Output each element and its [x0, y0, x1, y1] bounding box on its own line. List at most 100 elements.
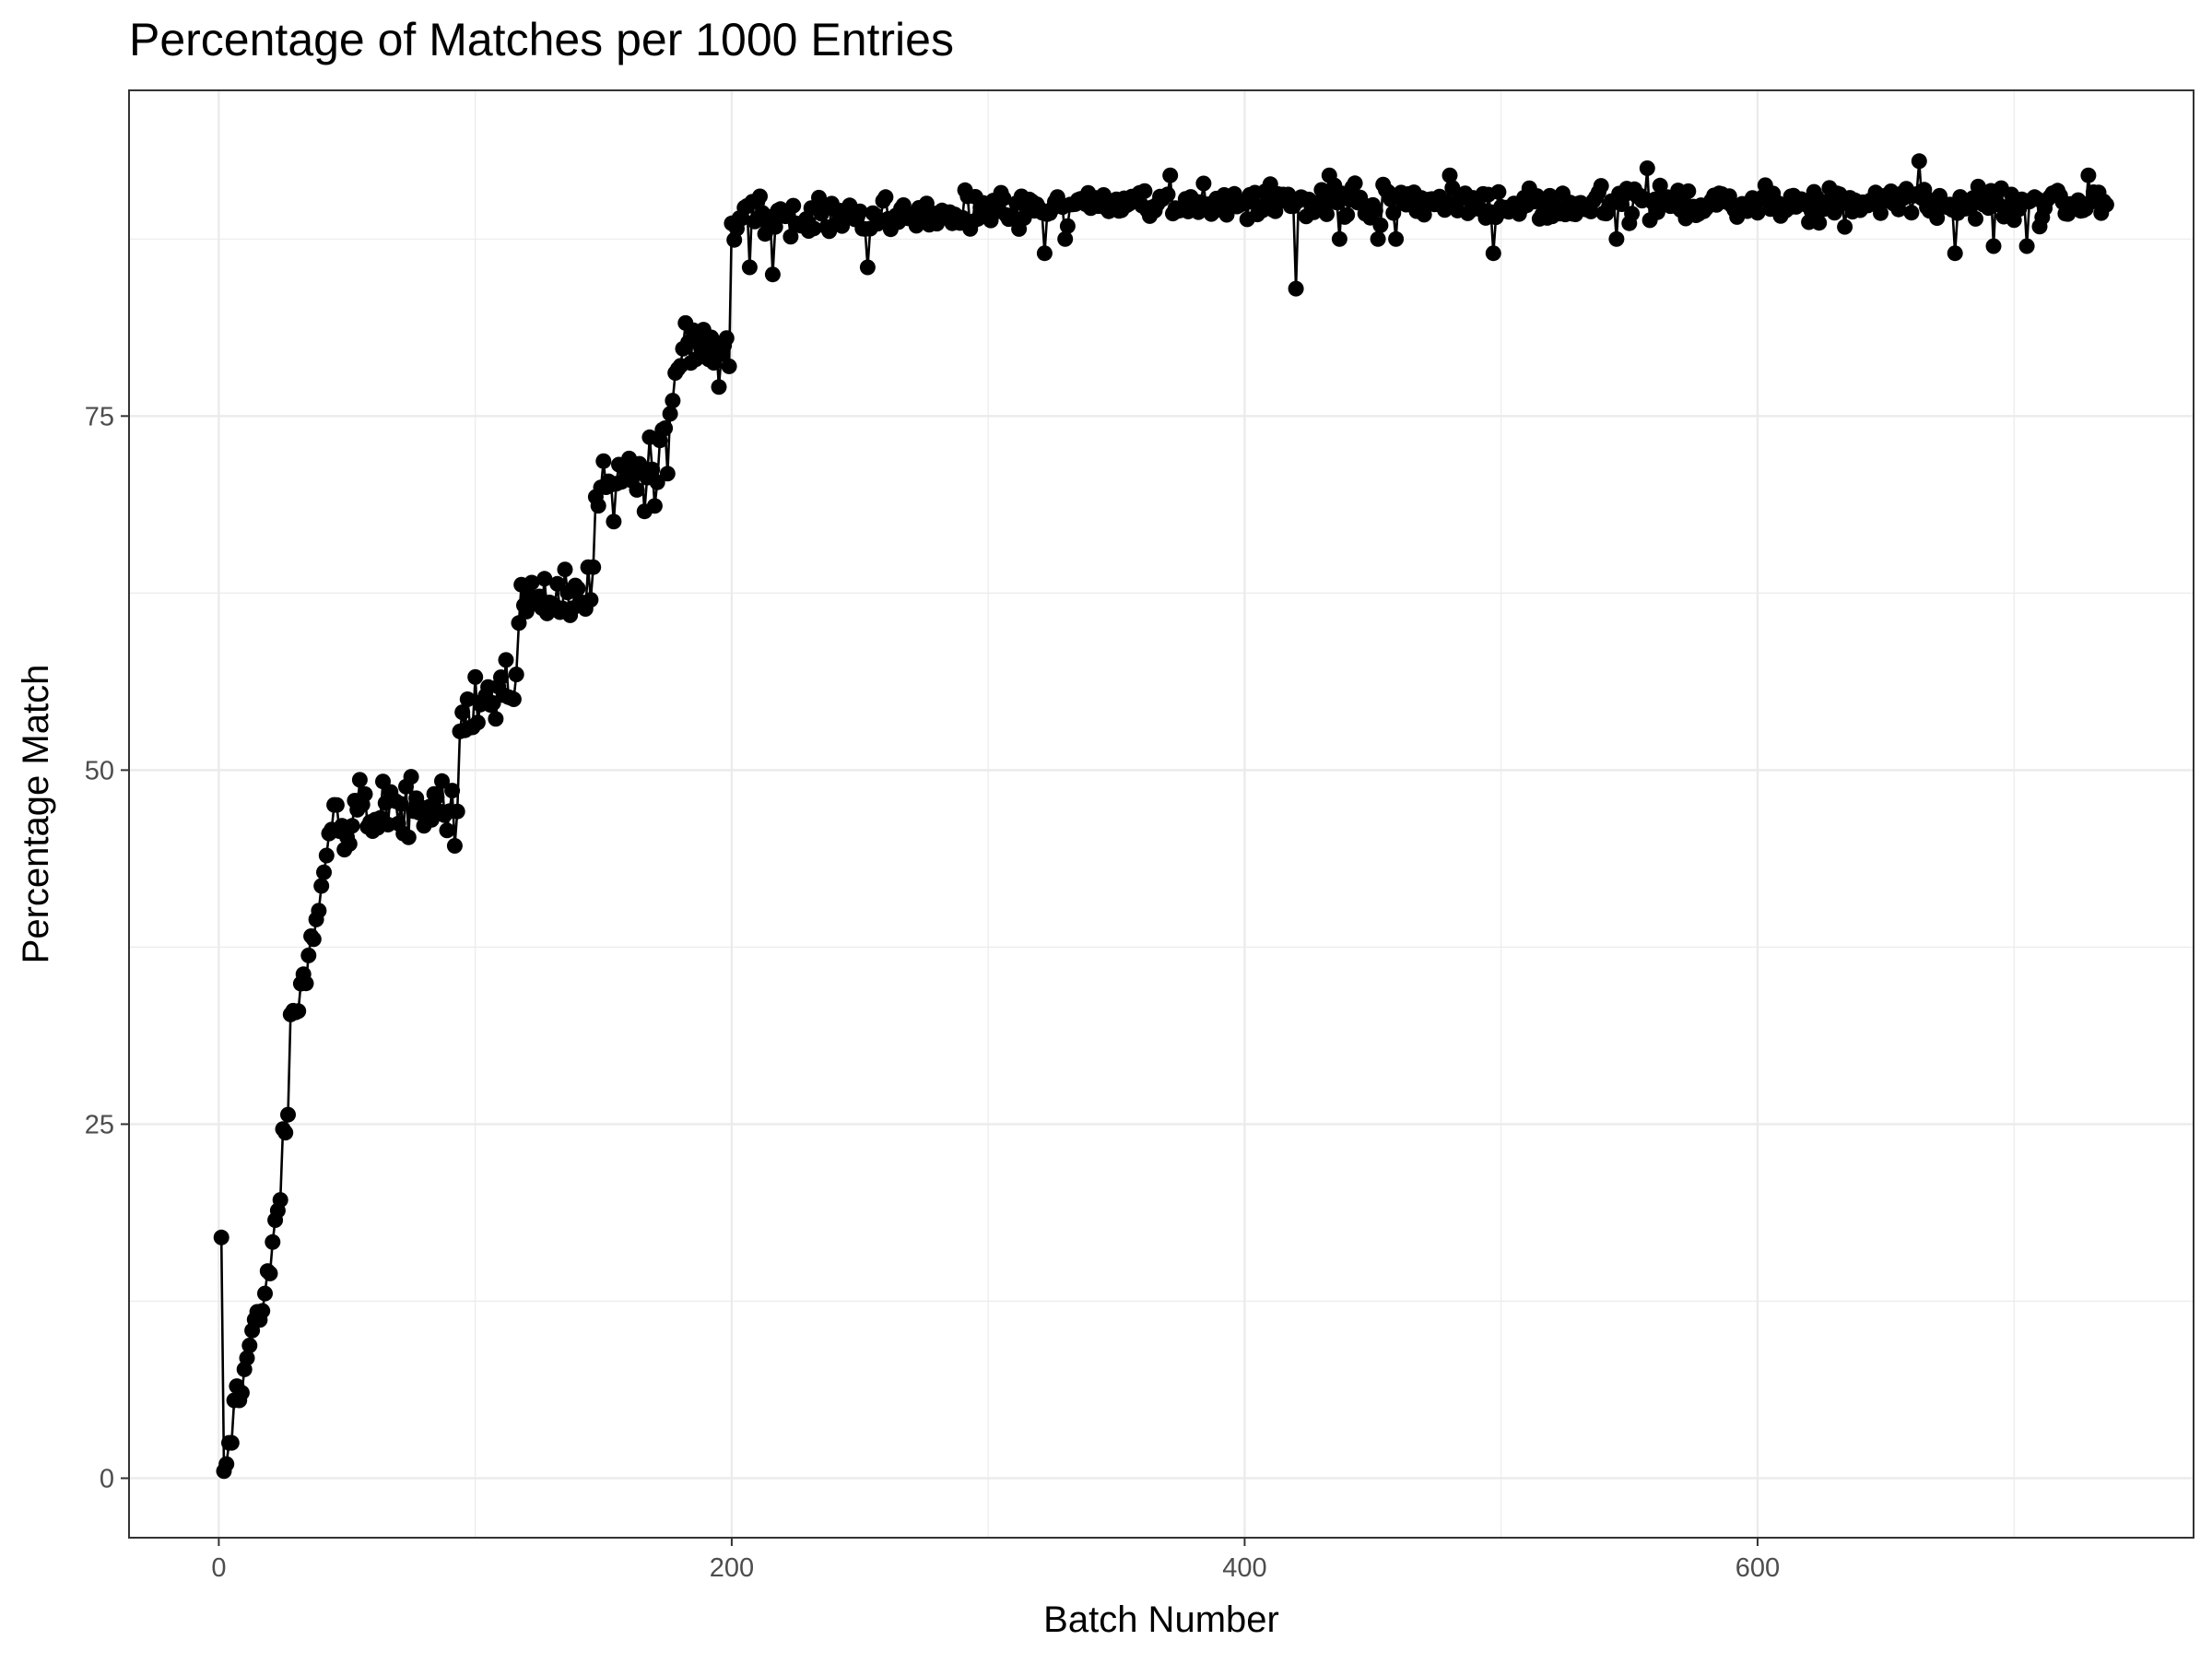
data-point — [1416, 207, 1432, 223]
data-point — [1639, 160, 1655, 176]
data-point — [1593, 178, 1609, 195]
data-point — [1057, 230, 1074, 247]
data-point — [1372, 217, 1389, 233]
data-point — [254, 1303, 271, 1319]
data-point — [439, 822, 455, 839]
data-point — [300, 947, 317, 963]
data-point — [508, 667, 524, 683]
data-point — [280, 1106, 296, 1123]
data-point — [311, 903, 327, 919]
data-point — [316, 864, 332, 880]
data-point — [233, 1385, 250, 1401]
data-point — [1095, 187, 1112, 203]
data-point — [767, 218, 783, 235]
data-point — [570, 580, 586, 596]
data-point — [536, 571, 553, 587]
data-point — [590, 498, 606, 514]
data-point — [305, 931, 322, 948]
data-point — [877, 189, 894, 206]
data-point — [2080, 167, 2097, 183]
data-point — [505, 691, 522, 707]
y-axis-title: Percentage Match — [16, 665, 56, 964]
x-tick-label: 200 — [710, 1553, 754, 1583]
data-point — [1347, 175, 1363, 192]
data-point — [498, 652, 514, 668]
data-point — [213, 1229, 229, 1245]
data-point — [1385, 205, 1402, 221]
data-point — [644, 461, 661, 478]
y-tick-label: 25 — [85, 1110, 114, 1139]
data-point — [1319, 206, 1335, 222]
y-axis: 0 25 50 75 — [85, 402, 129, 1493]
data-point — [711, 379, 727, 395]
data-point — [290, 1003, 307, 1020]
data-point — [1811, 215, 1828, 231]
data-point — [646, 498, 663, 514]
data-point — [357, 785, 373, 802]
data-point — [2018, 238, 2035, 254]
data-point — [752, 188, 768, 205]
data-point — [1159, 186, 1176, 203]
data-point — [344, 818, 360, 834]
data-point — [318, 847, 335, 864]
data-point — [511, 615, 527, 631]
data-point — [1370, 230, 1386, 247]
data-point — [488, 711, 504, 727]
data-point — [265, 1233, 281, 1250]
data-point — [1803, 203, 1819, 219]
y-tick-label: 0 — [100, 1464, 114, 1493]
data-point — [239, 1350, 255, 1366]
data-point — [1624, 206, 1641, 222]
data-point — [995, 190, 1012, 207]
data-point — [313, 878, 330, 894]
x-axis: 0 200 400 600 — [211, 1538, 1780, 1583]
data-point — [557, 561, 573, 578]
data-point — [1911, 153, 1927, 170]
x-axis-title: Batch Number — [1043, 1599, 1279, 1640]
data-point — [1339, 207, 1356, 223]
data-point — [1367, 203, 1383, 218]
data-point — [1749, 205, 1766, 221]
data-point — [454, 704, 471, 721]
data-point — [1608, 230, 1625, 247]
data-point — [1441, 167, 1458, 183]
data-point — [449, 803, 465, 820]
data-point — [429, 788, 445, 805]
y-tick-label: 50 — [85, 756, 114, 785]
data-point — [721, 358, 737, 374]
data-point — [1873, 205, 1888, 221]
data-point — [524, 574, 540, 591]
series-layer — [213, 153, 2114, 1480]
data-point — [1288, 280, 1304, 297]
y-tick-label: 75 — [85, 402, 114, 431]
data-point — [585, 559, 602, 575]
data-point — [741, 259, 758, 276]
data-point — [1947, 245, 1963, 262]
data-point — [785, 197, 802, 214]
data-point — [1195, 175, 1212, 192]
data-point — [782, 229, 799, 245]
x-tick-label: 0 — [211, 1553, 226, 1583]
data-point — [444, 783, 461, 799]
data-point — [649, 474, 665, 490]
data-point — [277, 1125, 294, 1141]
grid-layer — [129, 90, 2194, 1538]
data-point — [1985, 238, 2002, 254]
data-point — [459, 691, 476, 707]
x-tick-label: 400 — [1222, 1553, 1266, 1583]
data-point — [1388, 230, 1405, 247]
data-point — [1652, 177, 1668, 194]
x-tick-label: 600 — [1735, 1553, 1780, 1583]
chart-title: Percentage of Matches per 1000 Entries — [129, 14, 954, 65]
data-point — [595, 453, 612, 469]
data-point — [606, 513, 622, 530]
plot-panel-border — [128, 89, 2194, 1539]
data-point — [1929, 210, 1946, 226]
data-point — [262, 1265, 278, 1281]
data-point — [1162, 167, 1179, 183]
data-point — [1136, 183, 1153, 199]
data-point — [1331, 230, 1347, 247]
data-point — [1036, 245, 1053, 262]
